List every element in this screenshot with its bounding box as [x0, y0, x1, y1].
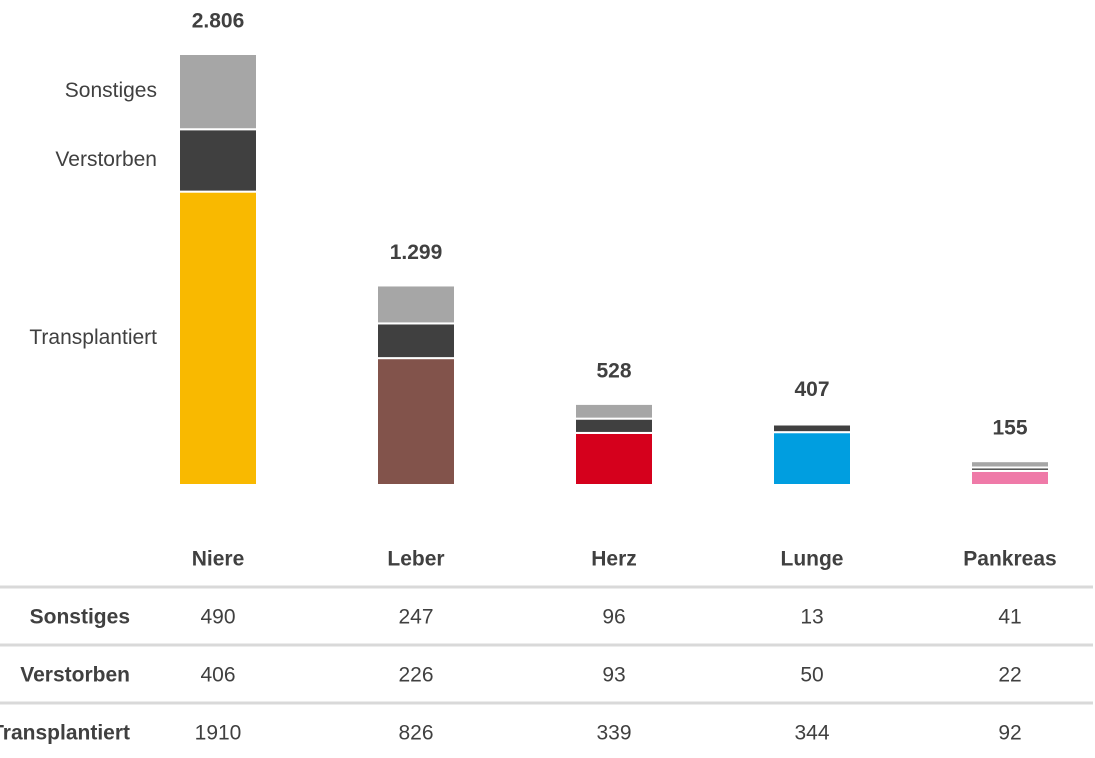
total-label: 2.806 [192, 10, 245, 33]
bar-segment [574, 431, 654, 486]
bar-segment [376, 322, 456, 360]
bar-segment [772, 423, 852, 434]
legend-label: Transplantiert [29, 326, 157, 349]
total-label: 407 [794, 378, 829, 401]
table-cell: 344 [794, 722, 829, 745]
table-cell: 247 [398, 606, 433, 629]
legend-label: Verstorben [55, 148, 157, 171]
table-cell: 50 [800, 664, 823, 687]
bar-segment [376, 357, 456, 486]
table-cell: 1910 [195, 722, 242, 745]
category-label: Leber [387, 548, 444, 571]
bar-segment [574, 402, 654, 420]
total-label: 155 [992, 417, 1027, 440]
total-label: 1.299 [390, 241, 443, 264]
table-cell: 41 [998, 606, 1021, 629]
table-cell: 92 [998, 722, 1021, 745]
bar-segment [772, 421, 852, 426]
legend-label: Sonstiges [65, 79, 157, 102]
table-cell: 339 [596, 722, 631, 745]
bar-segment [970, 469, 1050, 487]
category-label: Herz [591, 548, 637, 571]
table-cell: 826 [398, 722, 433, 745]
table-cell: 406 [200, 664, 235, 687]
table-cell: 13 [800, 606, 823, 629]
bar-segment [178, 53, 258, 131]
table-cell: 93 [602, 664, 625, 687]
category-label: Pankreas [963, 548, 1056, 571]
bar-segment [772, 431, 852, 487]
category-label: Lunge [781, 548, 844, 571]
bar-segment [178, 128, 258, 193]
bar-segment [178, 190, 258, 486]
table-cell: 96 [602, 606, 625, 629]
bar-segment [376, 284, 456, 325]
category-label: Niere [192, 548, 245, 571]
row-label: Transplantiert [0, 722, 130, 745]
total-label: 528 [596, 359, 631, 382]
table-cell: 490 [200, 606, 235, 629]
row-label: Sonstiges [30, 606, 130, 629]
bar-segment [574, 417, 654, 434]
table-cell: 22 [998, 664, 1021, 687]
table-cell: 226 [398, 664, 433, 687]
row-label: Verstorben [20, 664, 130, 687]
bar-segment [970, 460, 1050, 469]
